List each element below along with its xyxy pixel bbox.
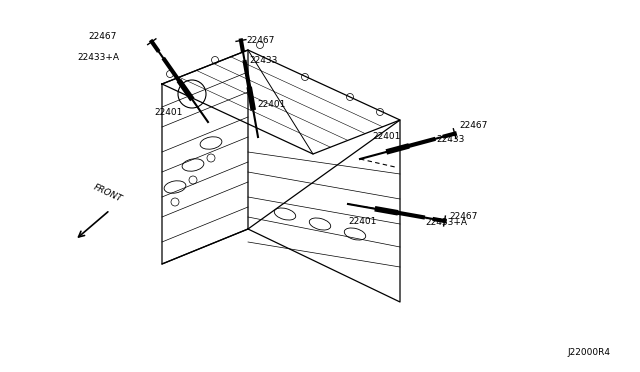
- Text: 22433+A: 22433+A: [426, 218, 468, 227]
- Text: J22000R4: J22000R4: [567, 348, 610, 357]
- Text: 22467: 22467: [246, 36, 275, 45]
- Text: 22433: 22433: [436, 135, 465, 144]
- Text: FRONT: FRONT: [92, 183, 124, 204]
- Text: 22401: 22401: [258, 100, 286, 109]
- Text: 22467: 22467: [449, 212, 478, 221]
- Text: 22433: 22433: [250, 56, 278, 65]
- Text: 22401: 22401: [154, 108, 183, 117]
- Text: 22401: 22401: [348, 217, 377, 226]
- Text: 22467: 22467: [460, 121, 488, 130]
- Text: 22467: 22467: [88, 32, 116, 41]
- Text: 22433+A: 22433+A: [77, 53, 120, 62]
- Text: 22401: 22401: [372, 132, 401, 141]
